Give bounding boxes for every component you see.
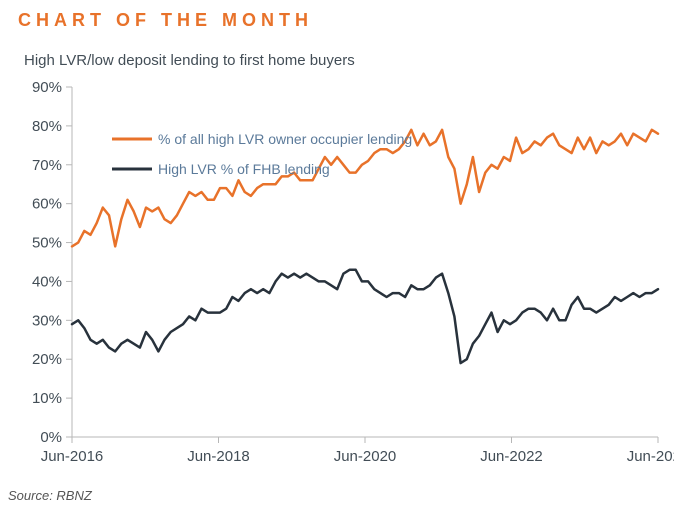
svg-text:Jun-2022: Jun-2022 (480, 448, 543, 465)
svg-text:30%: 30% (32, 312, 62, 329)
svg-text:60%: 60% (32, 196, 62, 213)
svg-text:Jun-2020: Jun-2020 (334, 448, 397, 465)
svg-text:Jun-2016: Jun-2016 (41, 448, 104, 465)
legend-label: % of all high LVR owner occupier lending (158, 131, 412, 147)
svg-text:50%: 50% (32, 235, 62, 252)
svg-text:20%: 20% (32, 351, 62, 368)
svg-text:70%: 70% (32, 157, 62, 174)
svg-text:0%: 0% (40, 429, 62, 446)
series-fhb (72, 270, 658, 363)
svg-text:80%: 80% (32, 118, 62, 135)
legend-label: High LVR % of FHB lending (158, 161, 330, 177)
chart-of-month-heading: CHART OF THE MONTH (18, 10, 313, 31)
svg-text:40%: 40% (32, 273, 62, 290)
chart-subtitle: High LVR/low deposit lending to first ho… (24, 52, 355, 69)
svg-text:10%: 10% (32, 390, 62, 407)
series-owner-occupier (72, 130, 658, 247)
svg-text:Jun-2018: Jun-2018 (187, 448, 250, 465)
lvr-line-chart: 0% 10% 20% 30% 40% 50% 60% 70% 80% 90% Jun-2016 Jun… (24, 82, 674, 482)
svg-text:Jun-2024: Jun-2024 (627, 448, 674, 465)
source-label: Source: RBNZ (8, 488, 92, 503)
svg-text:90%: 90% (32, 82, 62, 96)
